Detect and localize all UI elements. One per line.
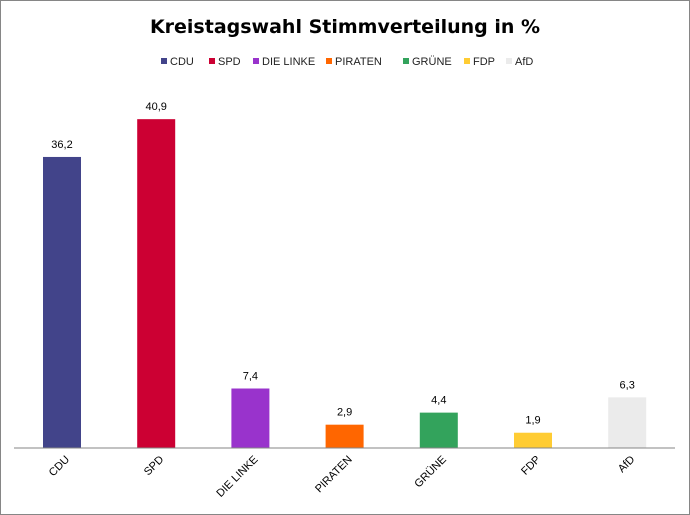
data-label: 40,9	[145, 101, 166, 113]
legend-swatch	[326, 58, 332, 64]
legend-label: AfD	[515, 56, 533, 68]
legend-label: CDU	[170, 56, 194, 68]
legend-swatch	[253, 58, 259, 64]
x-tick-label: FDP	[519, 454, 543, 478]
legend-swatch	[506, 58, 512, 64]
x-tick-label: CDU	[47, 454, 72, 479]
x-tick-label: SPD	[142, 454, 167, 479]
bar-afd	[608, 397, 647, 448]
legend-label: FDP	[473, 56, 495, 68]
bar-spd	[137, 119, 176, 448]
legend-swatch	[161, 58, 167, 64]
bars: 36,2 40,9 7,4 2,9 4,4 1,9 6,3	[43, 101, 647, 448]
x-tick-label: AfD	[616, 454, 637, 475]
chart-title: Kreistagswahl Stimmverteilung in %	[150, 16, 540, 38]
legend-label: PIRATEN	[335, 56, 382, 68]
legend-swatch	[209, 58, 215, 64]
bar-grüne	[419, 412, 458, 448]
bar-fdp	[514, 432, 552, 448]
bar-cdu	[43, 156, 81, 448]
bar-piraten	[325, 424, 364, 448]
data-label: 7,4	[243, 371, 258, 383]
legend: CDU SPD DIE LINKE PIRATEN GRÜNE FDP AfD	[161, 56, 533, 68]
data-label: 6,3	[620, 379, 635, 391]
x-tick-label: PIRATEN	[313, 454, 355, 496]
legend-label: SPD	[218, 56, 241, 68]
x-tick-label: GRÜNE	[412, 454, 449, 491]
data-label: 4,4	[431, 395, 446, 407]
data-label: 2,9	[337, 407, 352, 419]
legend-swatch	[464, 58, 470, 64]
data-label: 36,2	[51, 139, 72, 151]
legend-label: GRÜNE	[412, 56, 452, 68]
x-tick-label: DIE LINKE	[214, 454, 260, 500]
data-label: 1,9	[525, 415, 540, 427]
legend-swatch	[403, 58, 409, 64]
bar-die-linke	[231, 388, 270, 448]
x-axis-ticks: CDU SPD DIE LINKE PIRATEN GRÜNE FDP AfD	[47, 454, 638, 500]
legend-label: DIE LINKE	[262, 56, 315, 68]
